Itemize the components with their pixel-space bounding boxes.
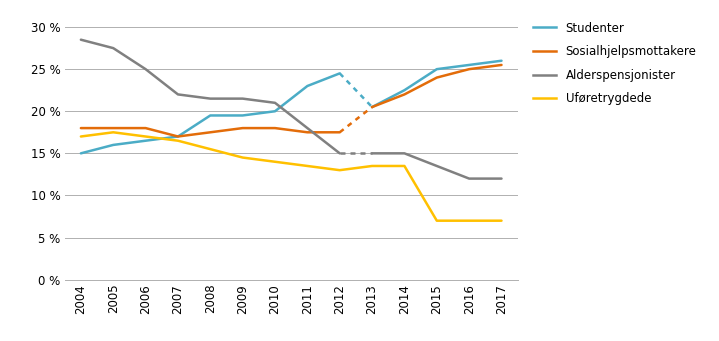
Legend: Studenter, Sosialhjelpsmottakere, Alderspensjonister, Uføretrygdede: Studenter, Sosialhjelpsmottakere, Alders… <box>533 21 697 105</box>
